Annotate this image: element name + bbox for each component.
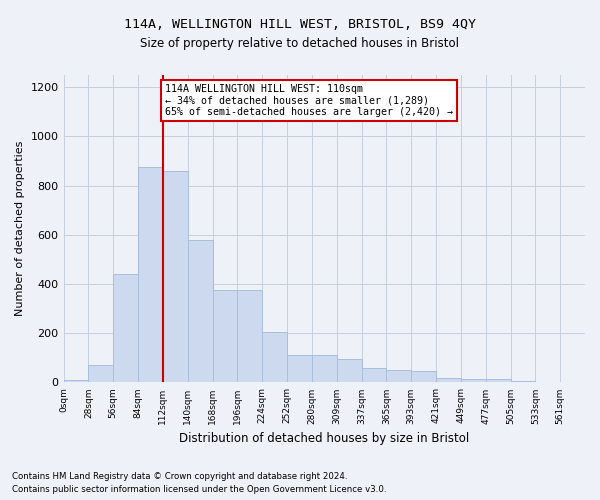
Bar xyxy=(411,372,436,382)
Bar xyxy=(485,380,511,382)
Bar xyxy=(212,290,238,382)
Bar xyxy=(188,240,212,382)
X-axis label: Distribution of detached houses by size in Bristol: Distribution of detached houses by size … xyxy=(179,432,469,445)
Bar xyxy=(436,378,461,382)
Bar xyxy=(461,378,485,382)
Bar xyxy=(511,381,535,382)
Bar xyxy=(312,356,337,382)
Bar xyxy=(88,365,113,382)
Bar xyxy=(262,332,287,382)
Bar xyxy=(113,274,138,382)
Bar xyxy=(386,370,411,382)
Bar xyxy=(138,167,163,382)
Bar xyxy=(362,368,386,382)
Bar xyxy=(163,171,188,382)
Y-axis label: Number of detached properties: Number of detached properties xyxy=(15,141,25,316)
Text: Size of property relative to detached houses in Bristol: Size of property relative to detached ho… xyxy=(140,38,460,51)
Bar xyxy=(238,290,262,382)
Bar xyxy=(287,356,312,382)
Bar xyxy=(337,359,362,382)
Text: 114A WELLINGTON HILL WEST: 110sqm
← 34% of detached houses are smaller (1,289)
6: 114A WELLINGTON HILL WEST: 110sqm ← 34% … xyxy=(164,84,452,117)
Text: 114A, WELLINGTON HILL WEST, BRISTOL, BS9 4QY: 114A, WELLINGTON HILL WEST, BRISTOL, BS9… xyxy=(124,18,476,30)
Text: Contains HM Land Registry data © Crown copyright and database right 2024.: Contains HM Land Registry data © Crown c… xyxy=(12,472,347,481)
Bar xyxy=(64,380,88,382)
Text: Contains public sector information licensed under the Open Government Licence v3: Contains public sector information licen… xyxy=(12,485,386,494)
